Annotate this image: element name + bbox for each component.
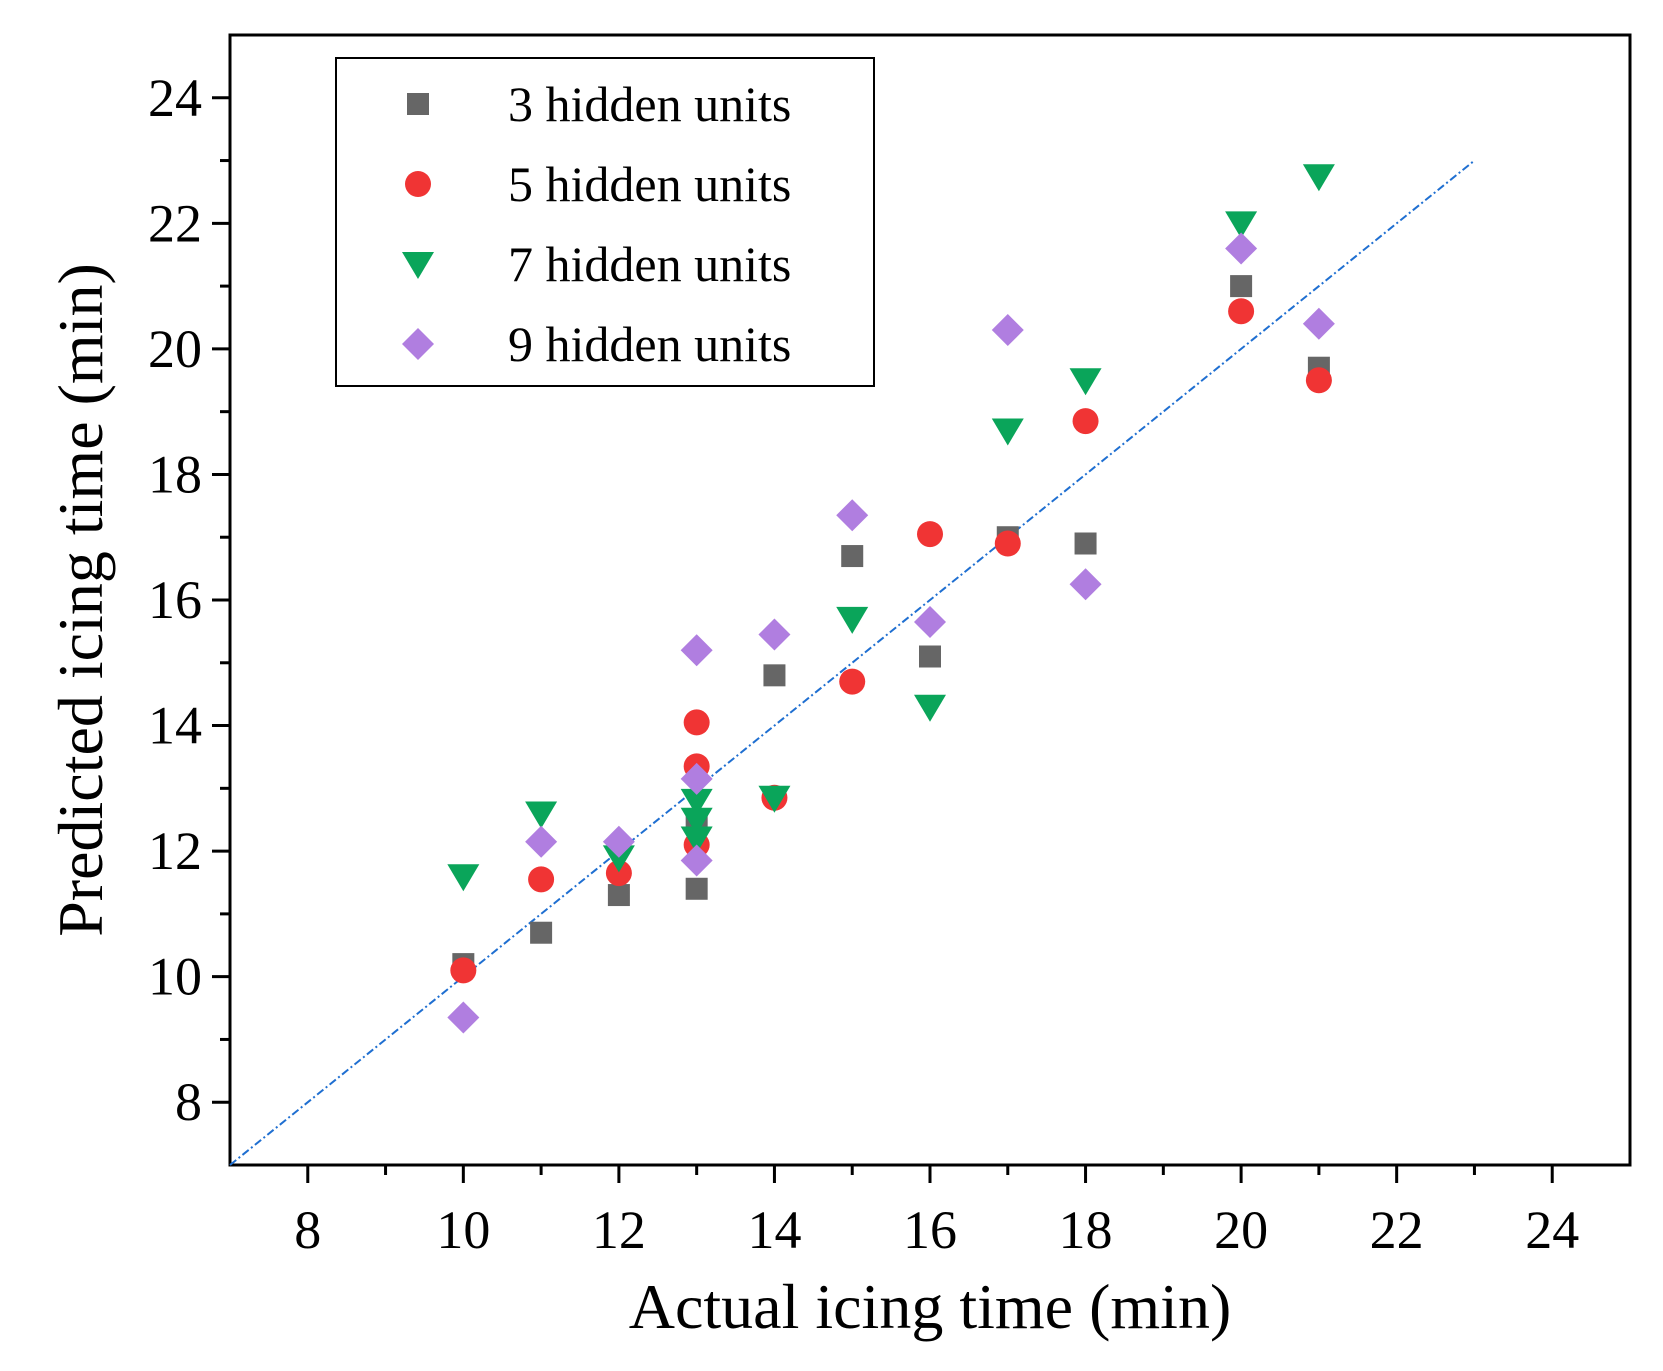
ticks-group: 8 10 12 14 16 18 20 22 24 8 10 12 14 16 18 20 22 24 <box>148 68 1579 1260</box>
point-series-2 <box>917 521 943 548</box>
point-series-4 <box>680 844 713 877</box>
legend-label-series-3: 7 hidden units <box>508 236 791 292</box>
point-series-3 <box>447 864 480 892</box>
y-tick-label: 12 <box>148 821 202 881</box>
point-series-1 <box>607 884 630 907</box>
point-series-3 <box>836 606 869 634</box>
point-series-2 <box>839 668 866 695</box>
point-series-4 <box>680 634 713 667</box>
y-tick-label: 18 <box>148 444 202 504</box>
reference-line <box>229 159 1476 1166</box>
point-series-2 <box>605 860 632 887</box>
y-tick-label: 10 <box>148 947 202 1007</box>
legend-label-series-4: 9 hidden units <box>508 316 791 372</box>
y-tick-label: 24 <box>148 68 202 128</box>
x-tick-label: 20 <box>1214 1200 1268 1260</box>
y-tick-label: 22 <box>148 193 202 253</box>
point-series-3 <box>525 801 558 829</box>
point-series-4 <box>758 618 791 651</box>
point-series-3 <box>991 418 1024 446</box>
reference-line-group <box>229 159 1476 1166</box>
point-series-3 <box>758 785 791 813</box>
point-series-3 <box>680 826 713 854</box>
x-axis-label: Actual icing time (min) <box>629 1271 1232 1342</box>
point-series-3 <box>680 788 713 816</box>
point-series-4 <box>447 1001 480 1034</box>
point-series-3 <box>1302 164 1335 192</box>
legend-label-series-1: 3 hidden units <box>508 76 791 132</box>
point-series-4 <box>836 499 869 532</box>
point-series-2 <box>1228 298 1255 325</box>
point-series-3 <box>602 845 635 873</box>
legend-marker-series-2 <box>405 171 431 197</box>
point-series-1 <box>919 645 941 668</box>
point-series-1 <box>685 877 708 900</box>
points-group <box>447 164 1335 1034</box>
legend-label-series-2: 5 hidden units <box>508 156 791 212</box>
legend-marker-series-3 <box>402 252 434 279</box>
point-series-4 <box>991 314 1024 347</box>
point-series-1 <box>841 545 864 568</box>
point-series-1 <box>763 664 786 687</box>
legend-marker-series-4 <box>402 328 434 360</box>
x-tick-label: 10 <box>436 1200 490 1260</box>
point-series-4 <box>602 825 635 858</box>
point-series-2 <box>994 530 1021 557</box>
y-tick-label: 14 <box>148 696 202 756</box>
point-series-1 <box>1230 275 1253 298</box>
point-series-2 <box>1305 367 1332 394</box>
legend: 3 hidden units 5 hidden units 7 hidden uni… <box>335 57 875 387</box>
point-series-2 <box>528 866 555 893</box>
point-series-4 <box>680 762 713 795</box>
point-series-4 <box>1069 568 1102 601</box>
point-series-4 <box>914 605 946 638</box>
point-series-2 <box>683 709 710 736</box>
x-tick-label: 24 <box>1525 1200 1579 1260</box>
x-tick-label: 8 <box>294 1200 321 1260</box>
x-tick-label: 12 <box>592 1200 646 1260</box>
point-series-2 <box>1072 408 1099 435</box>
y-tick-label: 20 <box>148 319 202 379</box>
x-tick-label: 14 <box>747 1200 801 1260</box>
point-series-1 <box>1074 532 1097 555</box>
point-series-1 <box>530 921 553 944</box>
x-tick-label: 16 <box>903 1200 957 1260</box>
y-tick-label: 8 <box>175 1072 202 1132</box>
point-series-3 <box>1225 211 1258 239</box>
legend-marker-series-1 <box>407 93 429 115</box>
point-series-4 <box>525 825 558 858</box>
point-series-4 <box>1225 232 1258 265</box>
x-tick-label: 18 <box>1059 1200 1113 1260</box>
y-tick-label: 16 <box>148 570 202 630</box>
point-series-2 <box>450 957 477 984</box>
y-axis-label: Predicted icing time (min) <box>45 263 116 937</box>
point-series-3 <box>914 694 946 722</box>
point-series-3 <box>680 807 713 835</box>
point-series-3 <box>1069 368 1102 396</box>
x-tick-label: 22 <box>1370 1200 1424 1260</box>
point-series-4 <box>1302 307 1335 340</box>
